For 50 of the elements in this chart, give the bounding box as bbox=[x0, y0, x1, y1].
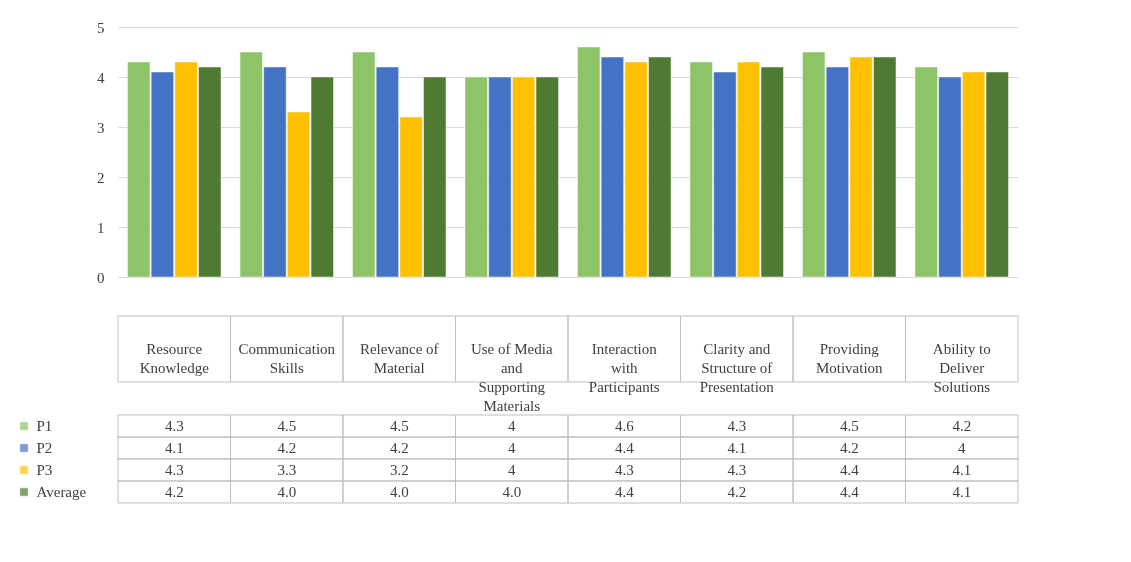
y-tick-label: 3 bbox=[97, 119, 105, 136]
data-label: 4.4 bbox=[839, 462, 860, 478]
data-label: 4.0 bbox=[277, 484, 297, 500]
x-tick-label: Communication Skills bbox=[238, 341, 336, 376]
y-tick-label: 5 bbox=[97, 19, 105, 36]
data-label: 4.2 bbox=[164, 484, 184, 500]
data-label: 4.2 bbox=[277, 440, 297, 456]
data-label: 4.6 bbox=[614, 418, 635, 434]
x-tick-label: Use of Media and Supporting Materials bbox=[470, 341, 553, 414]
data-label: 4.1 bbox=[952, 484, 972, 500]
data-label: 4.2 bbox=[389, 440, 409, 456]
data-label: 4.3 bbox=[727, 462, 747, 478]
data-label: 3.2 bbox=[389, 462, 409, 478]
data-label: 4.3 bbox=[727, 418, 747, 434]
legend-label: P2 bbox=[36, 440, 53, 456]
y-tick-label: 2 bbox=[97, 169, 105, 186]
data-label: 4 bbox=[508, 418, 516, 434]
x-tick-label: Ability to Deliver Solutions bbox=[932, 341, 991, 395]
data-label: 4.4 bbox=[839, 484, 860, 500]
data-label: 4.5 bbox=[839, 418, 859, 434]
x-tick-label: Clarity and Structure of Presentation bbox=[699, 341, 775, 395]
legend-label: P1 bbox=[36, 418, 53, 434]
x-tick-label: Providing Motivation bbox=[815, 341, 884, 376]
y-tick-label: 0 bbox=[97, 269, 105, 286]
legend-label: Average bbox=[36, 484, 87, 500]
data-label: 4.0 bbox=[502, 484, 522, 500]
legend-label: P3 bbox=[36, 462, 53, 478]
data-label: 4.3 bbox=[164, 418, 184, 434]
x-tick-label: Interaction with Participants bbox=[588, 341, 660, 395]
y-tick-label: 1 bbox=[97, 219, 105, 236]
data-label: 4.2 bbox=[727, 484, 747, 500]
data-label: 4.5 bbox=[277, 418, 297, 434]
data-label: 4.4 bbox=[614, 440, 635, 456]
x-tick-label: Resource Knowledge bbox=[139, 341, 210, 376]
data-label: 3.3 bbox=[277, 462, 297, 478]
data-label: 4.3 bbox=[614, 462, 634, 478]
data-label: 4.2 bbox=[839, 440, 859, 456]
data-label: 4.3 bbox=[164, 462, 184, 478]
y-tick-label: 4 bbox=[97, 69, 105, 86]
data-label: 4.2 bbox=[952, 418, 972, 434]
data-label: 4 bbox=[508, 462, 516, 478]
x-tick-label: Relevance of Material bbox=[359, 341, 439, 376]
data-label: 4.4 bbox=[614, 484, 635, 500]
data-label: 4.0 bbox=[389, 484, 409, 500]
data-label: 4 bbox=[958, 440, 966, 456]
data-label: 4.1 bbox=[164, 440, 184, 456]
data-label: 4.5 bbox=[389, 418, 409, 434]
data-label: 4.1 bbox=[952, 462, 972, 478]
data-label: 4.1 bbox=[727, 440, 747, 456]
data-label: 4 bbox=[508, 440, 516, 456]
